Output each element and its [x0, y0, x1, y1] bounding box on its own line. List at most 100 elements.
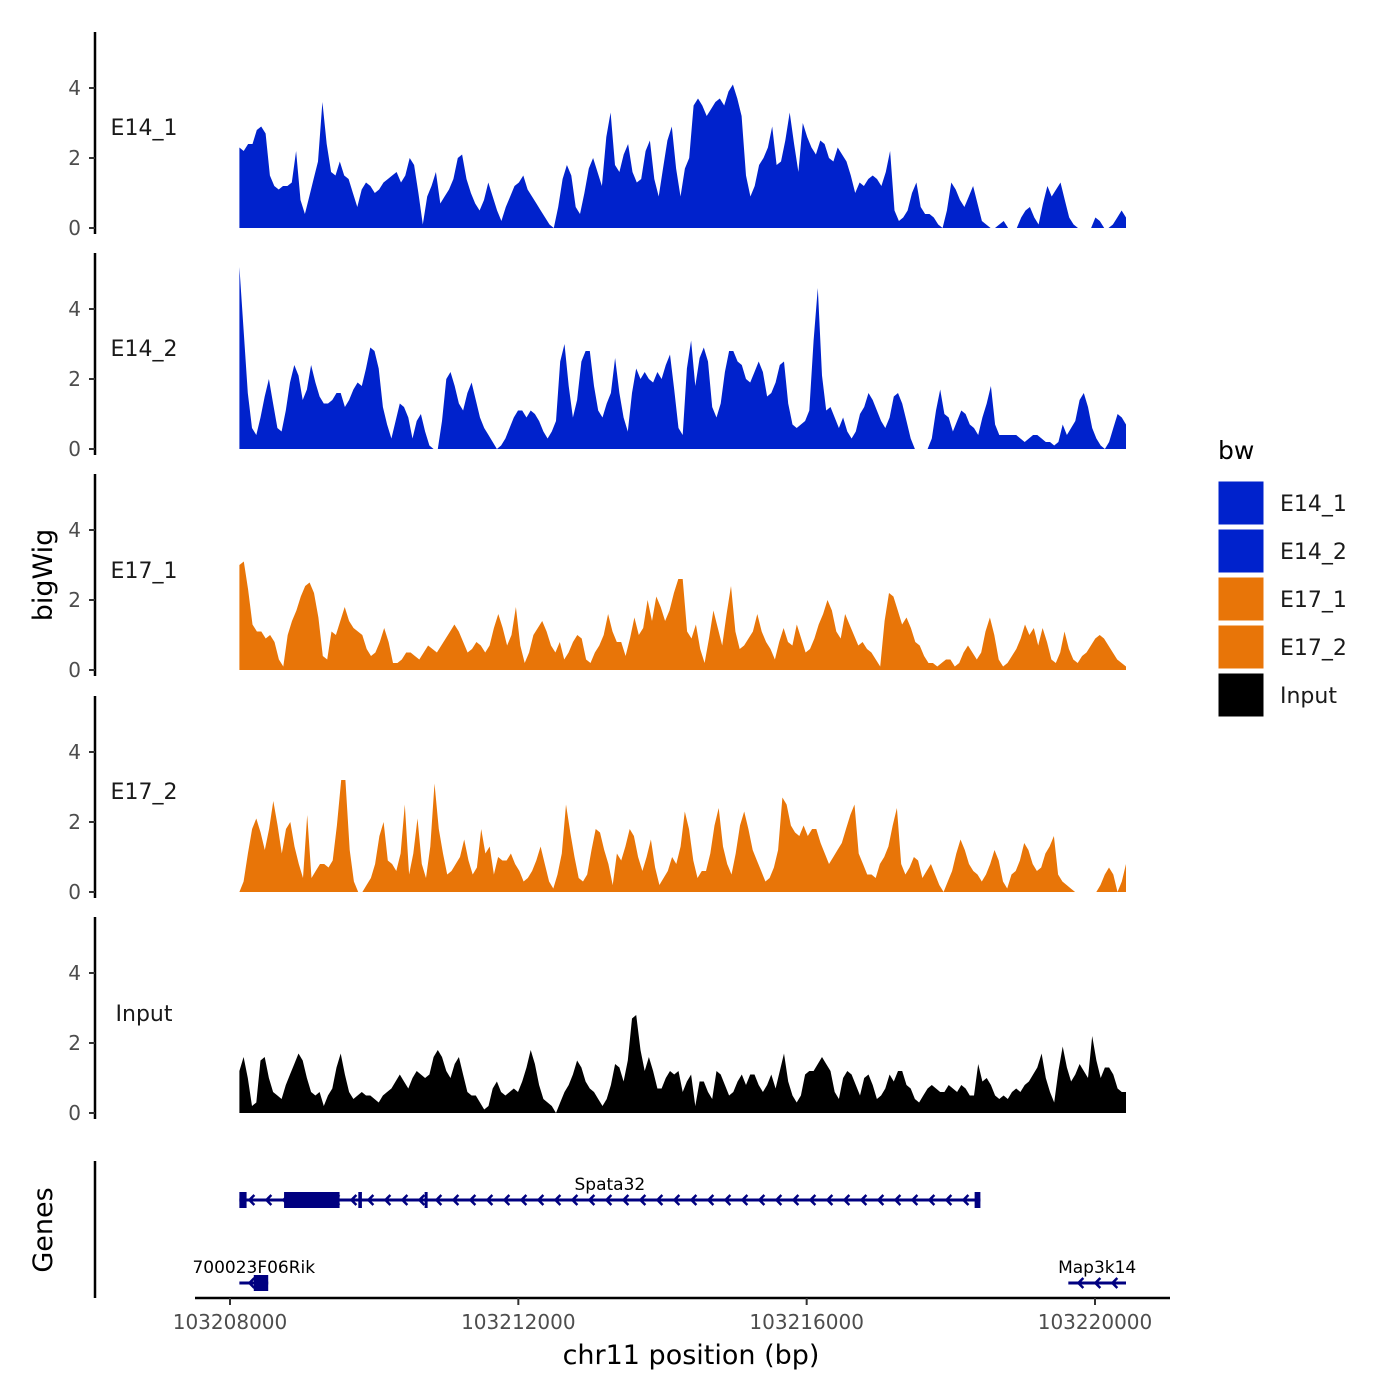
strand-arrow: [366, 1194, 375, 1206]
track-label: E17_2: [111, 780, 178, 805]
coverage-area-Input: [239, 1015, 1126, 1113]
coverage-area-E17_2: [239, 780, 1126, 892]
coverage-area-E14_1: [239, 84, 1126, 228]
strand-arrow: [485, 1194, 494, 1206]
legend-swatch: [1217, 528, 1265, 574]
legend-item-E14_1: E14_1: [1217, 480, 1347, 526]
x-tick-label: 103212000: [461, 1310, 576, 1334]
strand-arrow: [383, 1194, 392, 1206]
exon-block: [239, 1192, 247, 1208]
strand-arrow: [825, 1194, 834, 1206]
legend-swatch: [1217, 624, 1265, 670]
strand-arrow: [553, 1194, 562, 1206]
gene-Map3k14: Map3k14: [1058, 1258, 1136, 1289]
strand-arrow: [672, 1194, 681, 1206]
x-tick-label: 103220000: [1038, 1310, 1153, 1334]
y-tick-label: 4: [68, 297, 81, 321]
strand-arrow: [536, 1194, 545, 1206]
track-Input: 0 2 4 Input: [68, 917, 1126, 1125]
strand-arrow: [842, 1194, 851, 1206]
y-tick-label: 4: [68, 518, 81, 542]
strand-arrow: [655, 1194, 664, 1206]
strand-arrow: [927, 1194, 936, 1206]
track-E17_2: 0 2 4 E17_2: [68, 696, 1126, 904]
gene-label: 700023F06Rik: [192, 1258, 315, 1278]
strand-arrow: [468, 1194, 477, 1206]
legend-title: bw: [1218, 436, 1254, 465]
legend: bw E14_1 E14_2 E17_1 E17_2 Input: [1217, 436, 1347, 718]
strand-arrow: [706, 1194, 715, 1206]
strand-arrow: [638, 1194, 647, 1206]
y-tick-label: 0: [68, 658, 81, 682]
coverage-area-E17_1: [239, 561, 1126, 670]
exon-block: [424, 1192, 428, 1208]
strand-arrow: [604, 1194, 613, 1206]
strand-arrow: [519, 1194, 528, 1206]
track-E14_1: 0 2 4 E14_1: [68, 32, 1126, 240]
legend-item-E14_2: E14_2: [1217, 528, 1347, 574]
strand-arrow: [791, 1194, 800, 1206]
y-tick-label: 2: [68, 367, 81, 391]
genes-axis-title: Genes: [28, 1187, 59, 1272]
strand-arrow: [740, 1194, 749, 1206]
strand-arrow: [1110, 1277, 1119, 1289]
strand-arrow: [417, 1194, 426, 1206]
track-label: E14_1: [111, 116, 178, 141]
y-tick-label: 2: [68, 146, 81, 170]
track-label: E14_2: [111, 337, 178, 362]
coverage-area-E14_2: [239, 267, 1126, 449]
strand-arrow: [502, 1194, 511, 1206]
y-tick-label: 2: [68, 588, 81, 612]
strand-arrow: [570, 1194, 579, 1206]
strand-arrow: [893, 1194, 902, 1206]
x-tick-label: 103208000: [173, 1310, 288, 1334]
strand-arrow: [400, 1194, 409, 1206]
strand-arrow: [264, 1194, 273, 1206]
strand-arrow: [349, 1194, 358, 1206]
strand-arrow: [451, 1194, 460, 1206]
strand-arrow: [621, 1194, 630, 1206]
strand-arrow: [808, 1194, 817, 1206]
gene-4930523C07Rik: 700023F06Rik: [192, 1258, 315, 1291]
y-axis-title: bigWig: [28, 529, 59, 622]
genes-track: Spata32 700023F06Rik Map3k14: [93, 1161, 1136, 1298]
strand-arrow: [757, 1194, 766, 1206]
legend-item-E17_1: E17_1: [1217, 576, 1347, 622]
exon-block: [974, 1192, 981, 1208]
x-axis-title: chr11 position (bp): [563, 1340, 820, 1371]
strand-arrow: [247, 1277, 256, 1289]
legend-label: E14_2: [1280, 540, 1347, 565]
strand-arrow: [961, 1194, 970, 1206]
strand-arrow: [859, 1194, 868, 1206]
legend-item-Input: Input: [1217, 672, 1337, 718]
gene-label: Map3k14: [1058, 1258, 1136, 1278]
y-tick-label: 0: [68, 880, 81, 904]
strand-arrow: [247, 1194, 256, 1206]
strand-arrow: [910, 1194, 919, 1206]
legend-label: E17_2: [1280, 636, 1347, 661]
x-axis: 103208000 103212000 103216000 103220000: [173, 1296, 1170, 1334]
strand-arrow: [723, 1194, 732, 1206]
legend-swatch: [1217, 576, 1265, 622]
strand-arrow: [876, 1194, 885, 1206]
track-label: E17_1: [111, 559, 178, 584]
legend-item-E17_2: E17_2: [1217, 624, 1347, 670]
y-tick-label: 4: [68, 740, 81, 764]
exon-block: [358, 1192, 362, 1208]
y-tick-label: 0: [68, 216, 81, 240]
strand-arrow: [689, 1194, 698, 1206]
y-tick-label: 4: [68, 76, 81, 100]
legend-swatch: [1217, 672, 1265, 718]
strand-arrow: [434, 1194, 443, 1206]
track-label: Input: [116, 1002, 173, 1027]
x-tick-label: 103216000: [749, 1310, 864, 1334]
strand-arrow: [944, 1194, 953, 1206]
y-tick-label: 0: [68, 437, 81, 461]
track-E17_1: 0 2 4 E17_1: [68, 474, 1126, 682]
track-E14_2: 0 2 4 E14_2: [68, 253, 1126, 461]
legend-label: Input: [1280, 684, 1337, 709]
exon-block: [284, 1192, 340, 1208]
exon-block: [253, 1275, 269, 1291]
strand-arrow: [587, 1194, 596, 1206]
